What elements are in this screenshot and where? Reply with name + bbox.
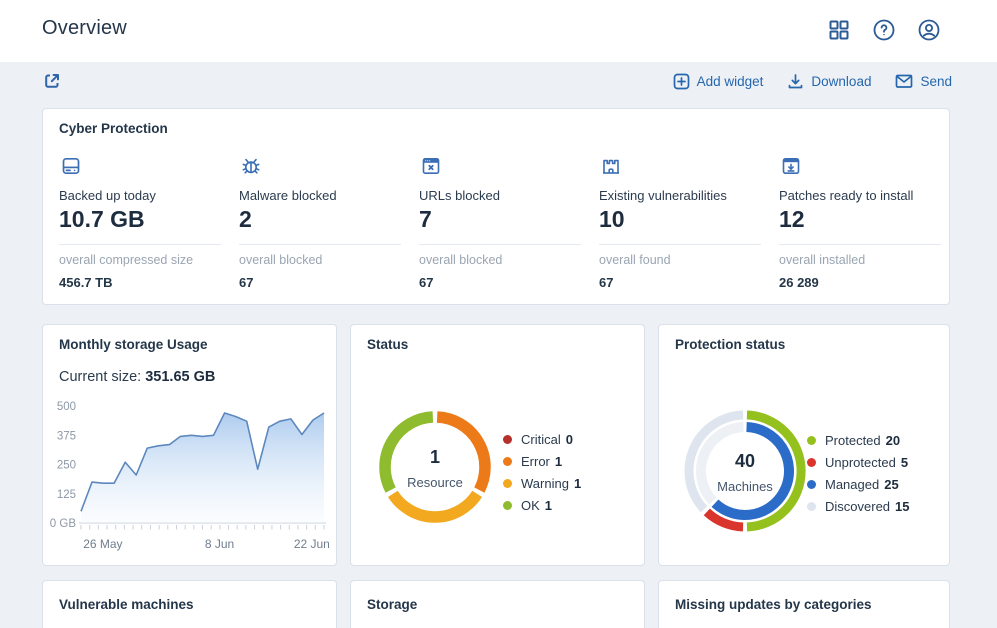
patch-install-icon bbox=[782, 158, 800, 174]
donut-segment-managed bbox=[711, 422, 794, 520]
donut-segment-ok bbox=[379, 411, 434, 493]
protection-status-card: Protection status 40 Machines Protected … bbox=[658, 324, 950, 566]
donut-segment-error bbox=[436, 411, 491, 493]
area-line bbox=[80, 412, 325, 512]
status-card: Status 1 Resource Critical 0 Error 1 War… bbox=[350, 324, 645, 566]
missing-updates-card: Missing updates by categories bbox=[658, 580, 950, 628]
legend-dot bbox=[503, 500, 512, 510]
legend-item-error: Error 1 bbox=[503, 450, 581, 472]
legend-item-protected: Protected 20 bbox=[807, 429, 910, 451]
status-donut-chart: 1 Resource bbox=[379, 411, 491, 523]
apps-grid-icon[interactable] bbox=[827, 18, 851, 42]
donut-segment-unprotected bbox=[703, 508, 744, 532]
y-tick-label: 125 bbox=[57, 489, 76, 501]
send-label: Send bbox=[920, 73, 952, 89]
fortress-icon bbox=[603, 159, 619, 174]
divider bbox=[779, 244, 941, 245]
legend-dot bbox=[807, 457, 816, 467]
donut-segment-protected bbox=[746, 410, 806, 532]
legend-dot bbox=[807, 479, 816, 489]
donut-center-label: Resource bbox=[407, 475, 463, 490]
card-title: Cyber Protection bbox=[59, 121, 168, 136]
blocked-url-icon bbox=[422, 158, 440, 174]
card-title: Protection status bbox=[675, 337, 786, 352]
divider bbox=[599, 244, 761, 245]
donut-segment-discovered bbox=[684, 410, 744, 513]
malware-bug-icon bbox=[242, 158, 260, 174]
legend-item-managed: Managed 25 bbox=[807, 473, 910, 495]
legend-item-discovered: Discovered 15 bbox=[807, 495, 910, 517]
x-tick-label: 8 Jun bbox=[205, 537, 234, 551]
legend-dot bbox=[503, 456, 512, 466]
y-tick-label: 0 GB bbox=[50, 518, 77, 530]
donut-segment-warning bbox=[387, 490, 483, 523]
help-icon[interactable] bbox=[872, 18, 896, 42]
cyber-protection-card: Cyber Protection Backed up today 10.7 GB… bbox=[42, 108, 950, 305]
legend-dot bbox=[807, 435, 816, 445]
storage-area-chart: 0 GB 125 250 375 500 26 May 8 Jun 22 Jun bbox=[50, 401, 330, 551]
y-tick-label: 500 bbox=[57, 401, 76, 413]
divider bbox=[419, 244, 581, 245]
dashboard-toolbar: Add widget Download Send bbox=[0, 62, 997, 100]
legend-dot bbox=[503, 434, 512, 444]
header-icons bbox=[827, 18, 941, 42]
divider bbox=[59, 244, 221, 245]
card-title: Vulnerable machines bbox=[59, 597, 194, 612]
open-in-new-window-icon[interactable] bbox=[42, 71, 62, 91]
send-button[interactable]: Send bbox=[895, 73, 952, 89]
storage-bottom-card: Storage bbox=[350, 580, 645, 628]
legend-item-critical: Critical 0 bbox=[503, 428, 581, 450]
backup-drive-icon bbox=[62, 157, 80, 175]
download-button[interactable]: Download bbox=[787, 73, 871, 90]
legend-item-ok: OK 1 bbox=[503, 494, 581, 516]
download-icon bbox=[789, 73, 803, 88]
status-legend: Critical 0 Error 1 Warning 1 OK 1 bbox=[503, 428, 581, 516]
legend-item-unprotected: Unprotected 5 bbox=[807, 451, 910, 473]
x-tick-label: 26 May bbox=[83, 537, 122, 551]
x-tick-label: 22 Jun bbox=[294, 537, 330, 551]
donut-center-value: 40 bbox=[735, 451, 755, 471]
card-title: Monthly storage Usage bbox=[59, 337, 208, 352]
envelope-icon bbox=[896, 74, 913, 88]
protection-donut-chart: 40 Machines bbox=[684, 410, 806, 532]
add-widget-label: Add widget bbox=[696, 73, 764, 89]
area-fill bbox=[81, 413, 324, 523]
donut-segment-rest bbox=[696, 422, 744, 505]
divider bbox=[239, 244, 401, 245]
toolbar-actions: Add widget Download Send bbox=[673, 62, 952, 100]
legend-item-warning: Warning 1 bbox=[503, 472, 581, 494]
y-tick-label: 250 bbox=[57, 460, 76, 472]
monthly-storage-usage-card: Monthly storage Usage Current size: 351.… bbox=[42, 324, 337, 566]
vulnerable-machines-card: Vulnerable machines bbox=[42, 580, 337, 628]
y-tick-label: 375 bbox=[57, 430, 76, 442]
protection-legend: Protected 20 Unprotected 5 Managed 25 Di… bbox=[807, 429, 910, 517]
account-icon[interactable] bbox=[917, 18, 941, 42]
card-title: Storage bbox=[367, 597, 418, 612]
donut-center-value: 1 bbox=[430, 447, 440, 467]
card-title: Status bbox=[367, 337, 409, 352]
legend-dot bbox=[503, 478, 512, 488]
page-title: Overview bbox=[42, 17, 127, 39]
plus-square-icon bbox=[673, 73, 689, 89]
download-label: Download bbox=[811, 73, 872, 89]
add-widget-button[interactable]: Add widget bbox=[673, 73, 764, 90]
legend-dot bbox=[807, 501, 816, 511]
donut-center-label: Machines bbox=[717, 479, 773, 494]
card-title: Missing updates by categories bbox=[675, 597, 872, 612]
app-header: Overview bbox=[0, 0, 997, 62]
current-size-text: Current size: 351.65 GB bbox=[59, 369, 216, 385]
